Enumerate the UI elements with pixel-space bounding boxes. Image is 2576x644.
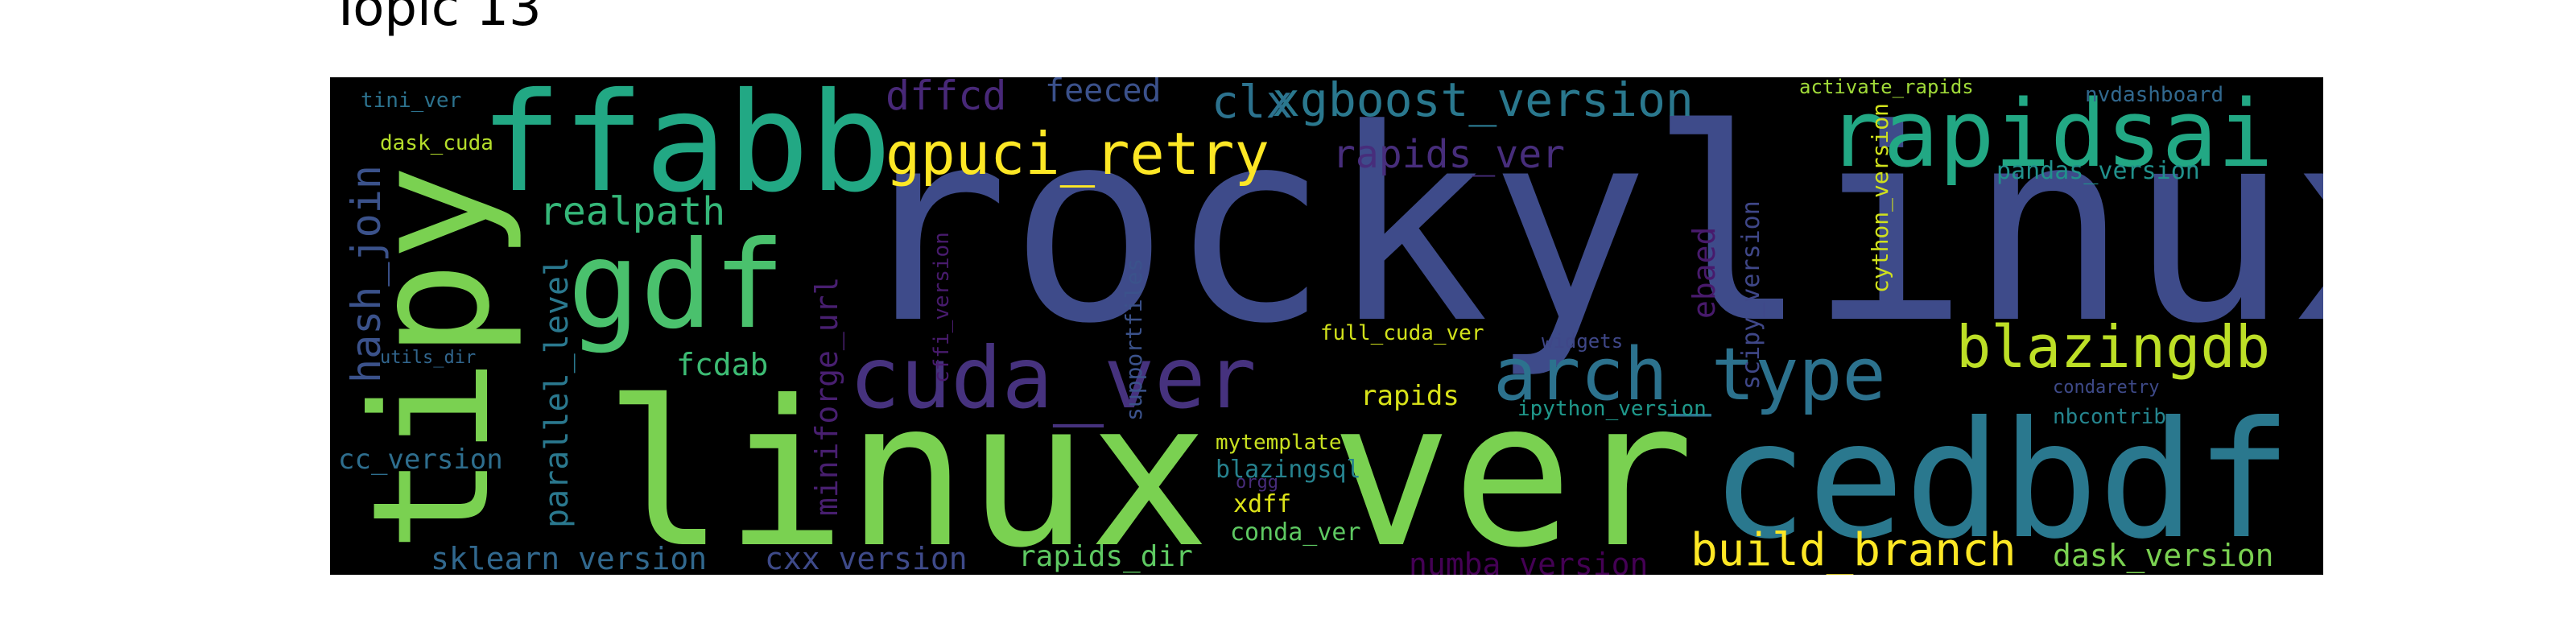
word-dffcd: dffcd — [886, 77, 1007, 119]
word-rapids: rapids — [1360, 380, 1459, 412]
word-ebaed: ebaed — [1686, 227, 1722, 319]
word-utils-dir: utils_dir — [380, 348, 476, 368]
word-blazingdb: blazingdb — [1956, 313, 2270, 381]
word-realpath: realpath — [539, 189, 725, 234]
word-conda-ver: conda_ver — [1230, 518, 1361, 547]
word-parallel-level: parallel_level — [539, 257, 576, 528]
word-supportfiles: supportfiles — [1121, 258, 1147, 421]
word-hash-join: hash_join — [343, 165, 390, 383]
word-mytemplate: mytemplate — [1216, 431, 1342, 455]
word-ipython-version: ipython_version — [1517, 397, 1707, 421]
word-rapids-ver: rapids_ver — [1332, 132, 1565, 177]
word-orgg: orgg — [1236, 473, 1278, 493]
word-fcdab: fcdab — [676, 347, 768, 382]
word-feeced: feeced — [1045, 77, 1162, 109]
word-full-cuda-ver: full_cuda_ver — [1320, 321, 1484, 345]
word-pandas-version: pandas_version — [1996, 157, 2200, 185]
word-build-branch: build_branch — [1690, 524, 2017, 575]
word-sklearn-version: sklearn_version — [431, 541, 707, 575]
word-blazingsql: blazingsql — [1216, 456, 1361, 484]
word-dask-cuda: dask_cuda — [380, 131, 493, 155]
word-widgets: widgets — [1542, 330, 1623, 353]
word-linux-ver: linux_ver — [604, 357, 1695, 575]
word-tipy: tipy — [338, 164, 526, 552]
word-condaretry: condaretry — [2053, 378, 2159, 398]
word-cxx-version: cxx_version — [765, 541, 968, 575]
word-xdff: xdff — [1233, 490, 1291, 518]
word-rapids-dir: rapids_dir — [1018, 540, 1193, 573]
word-gdf: gdf — [568, 216, 786, 356]
word-miniforge-url: miniforge_url — [809, 277, 845, 516]
word-scipy-version: scipy_version — [1737, 200, 1765, 390]
word-cffi-version: cffi_version — [930, 232, 954, 383]
word-rapidsai: rapidsai — [1827, 80, 2273, 188]
word-tini-ver: tini_ver — [361, 89, 461, 113]
word-nvdashboard: nvdashboard — [2085, 83, 2223, 107]
word-activate-rapids: activate_rapids — [1799, 77, 1974, 98]
word-gpuci-retry: gpuci_retry — [886, 120, 1269, 188]
word-nbcontrib: nbcontrib — [2053, 405, 2166, 429]
figure-title: Topic 13 — [330, 0, 542, 38]
word-cython-version: cython_version — [1867, 103, 1894, 293]
word-cedbdf: cedbdf — [1711, 387, 2292, 575]
word-ffabb: ffabb — [480, 77, 892, 223]
word-dask-version: dask_version — [2053, 538, 2274, 574]
word-clx: clx — [1212, 77, 1293, 129]
wordcloud-canvas: rockylinux linux_ver tipy ffabb cedbdf rapids… — [330, 77, 2323, 575]
word-rockylinux: rockylinux — [849, 77, 2323, 382]
word-cuda-ver: cuda_ver — [849, 329, 1257, 427]
word-arch-type: arch_type — [1493, 332, 1886, 417]
word-cc-version: cc_version — [338, 444, 503, 476]
word-numba-version: numba_version — [1409, 547, 1648, 575]
word-xgboost-version: xgboost_version — [1272, 77, 1694, 127]
